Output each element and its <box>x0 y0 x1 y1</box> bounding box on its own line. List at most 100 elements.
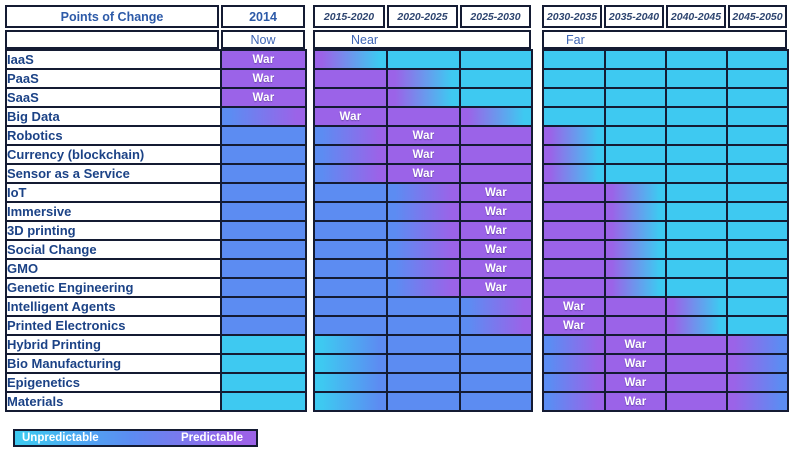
predictability-cell <box>665 391 728 412</box>
predictability-cell <box>604 49 667 70</box>
predictability-cell <box>220 296 307 317</box>
table-row: War <box>313 258 533 279</box>
table-row: Genetic Engineering <box>5 277 307 298</box>
predictability-cell <box>665 258 728 279</box>
predictability-cell <box>542 239 606 260</box>
war-cell: War <box>386 144 461 165</box>
table-row: Social Change <box>5 239 307 260</box>
predictability-cell <box>604 182 667 203</box>
predictability-cell <box>313 277 388 298</box>
predictability-cell <box>459 315 533 336</box>
predictability-cell <box>313 391 388 412</box>
table-row: War <box>542 315 789 336</box>
predictability-cell <box>313 144 388 165</box>
phase-near-label: Near <box>313 30 531 49</box>
table-row <box>542 258 789 279</box>
predictability-cell <box>604 87 667 108</box>
predictability-cell <box>313 220 388 241</box>
predictability-cell <box>665 239 728 260</box>
predictability-cell <box>665 125 728 146</box>
col-header-2020-2025: 2020-2025 <box>387 5 458 28</box>
war-cell: War <box>459 239 533 260</box>
predictability-cell <box>459 106 533 127</box>
war-cell: War <box>459 258 533 279</box>
predictability-cell <box>313 296 388 317</box>
war-cell: War <box>220 49 307 70</box>
table-row <box>542 106 789 127</box>
row-label: Immersive <box>5 201 222 222</box>
table-row <box>542 125 789 146</box>
predictability-cell <box>386 87 461 108</box>
table-row: War <box>542 391 789 412</box>
predictability-cell <box>542 106 606 127</box>
legend-predictable-label: Predictable <box>181 432 243 444</box>
predictability-cell <box>665 49 728 70</box>
predictability-cell <box>220 391 307 412</box>
predictability-cell <box>726 353 789 374</box>
phase-now-label: Now <box>221 30 305 49</box>
predictability-cell <box>220 220 307 241</box>
table-row: 3D printing <box>5 220 307 241</box>
row-label: Robotics <box>5 125 222 146</box>
predictability-cell <box>386 334 461 355</box>
row-label: SaaS <box>5 87 222 108</box>
war-cell: War <box>459 220 533 241</box>
table-row <box>542 239 789 260</box>
predictability-cell <box>313 182 388 203</box>
table-row: Robotics <box>5 125 307 146</box>
predictability-cell <box>665 163 728 184</box>
war-cell: War <box>459 201 533 222</box>
predictability-cell <box>459 163 533 184</box>
predictability-cell <box>542 372 606 393</box>
table-row: War <box>313 182 533 203</box>
predictability-cell <box>726 144 789 165</box>
predictability-cell <box>542 391 606 412</box>
predictability-cell <box>386 68 461 89</box>
predictability-cell <box>459 334 533 355</box>
predictability-cell <box>726 277 789 298</box>
predictability-cell <box>665 296 728 317</box>
predictability-cell <box>604 315 667 336</box>
war-cell: War <box>604 334 667 355</box>
table-row: War <box>313 106 533 127</box>
predictability-cell <box>604 239 667 260</box>
predictability-cell <box>459 296 533 317</box>
predictability-cell <box>220 182 307 203</box>
predictability-cell <box>313 353 388 374</box>
war-cell: War <box>604 391 667 412</box>
predictability-cell <box>726 106 789 127</box>
predictability-cell <box>542 144 606 165</box>
table-row <box>313 315 533 336</box>
predictability-cell <box>542 182 606 203</box>
predictability-cell <box>665 144 728 165</box>
predictability-cell <box>665 353 728 374</box>
table-row <box>542 182 789 203</box>
row-label: Social Change <box>5 239 222 260</box>
table-row: War <box>313 125 533 146</box>
predictability-cell <box>542 353 606 374</box>
predictability-cell <box>726 258 789 279</box>
predictability-cell <box>726 163 789 184</box>
predictability-cell <box>542 277 606 298</box>
predictability-cell <box>386 296 461 317</box>
predictability-cell <box>542 68 606 89</box>
predictability-cell <box>459 49 533 70</box>
table-row: PaaS War <box>5 68 307 89</box>
predictability-cell <box>604 106 667 127</box>
predictability-cell <box>220 163 307 184</box>
table-row: War <box>313 277 533 298</box>
table-row <box>542 144 789 165</box>
predictability-cell <box>313 201 388 222</box>
predictability-cell <box>604 144 667 165</box>
table-row: GMO <box>5 258 307 279</box>
table-row <box>313 68 533 89</box>
table-row: Materials <box>5 391 307 412</box>
predictability-cell <box>313 372 388 393</box>
war-cell: War <box>459 277 533 298</box>
table-row: War <box>313 201 533 222</box>
table-row <box>542 163 789 184</box>
row-label: Big Data <box>5 106 222 127</box>
table-row: Immersive <box>5 201 307 222</box>
predictability-cell <box>313 68 388 89</box>
predictability-cell <box>459 144 533 165</box>
